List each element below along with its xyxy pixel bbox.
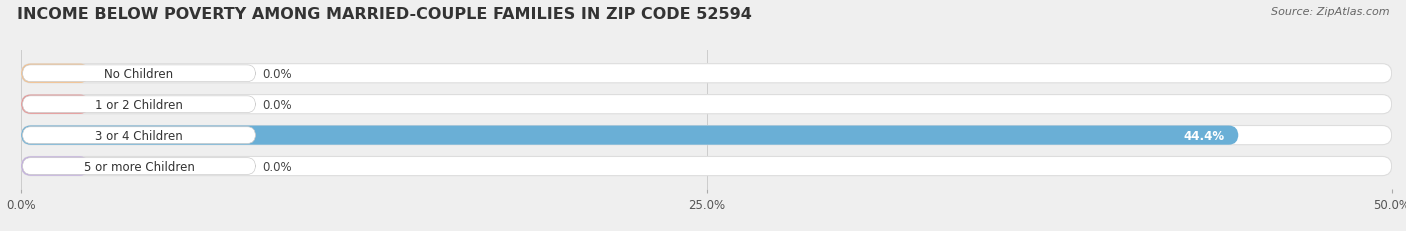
FancyBboxPatch shape [22,127,256,144]
FancyBboxPatch shape [21,126,1239,145]
FancyBboxPatch shape [21,157,1392,176]
Text: Source: ZipAtlas.com: Source: ZipAtlas.com [1271,7,1389,17]
Text: 3 or 4 Children: 3 or 4 Children [96,129,183,142]
FancyBboxPatch shape [21,95,1392,114]
FancyBboxPatch shape [22,158,256,175]
FancyBboxPatch shape [22,96,256,113]
Text: 0.0%: 0.0% [263,98,292,111]
Text: INCOME BELOW POVERTY AMONG MARRIED-COUPLE FAMILIES IN ZIP CODE 52594: INCOME BELOW POVERTY AMONG MARRIED-COUPL… [17,7,752,22]
Text: 0.0%: 0.0% [263,160,292,173]
FancyBboxPatch shape [21,157,90,176]
Text: 5 or more Children: 5 or more Children [83,160,194,173]
Text: 44.4%: 44.4% [1184,129,1225,142]
FancyBboxPatch shape [21,95,90,114]
Text: 0.0%: 0.0% [263,67,292,80]
Text: 1 or 2 Children: 1 or 2 Children [96,98,183,111]
Text: No Children: No Children [104,67,173,80]
FancyBboxPatch shape [21,64,1392,83]
FancyBboxPatch shape [22,66,256,82]
FancyBboxPatch shape [21,64,90,83]
FancyBboxPatch shape [21,126,1392,145]
